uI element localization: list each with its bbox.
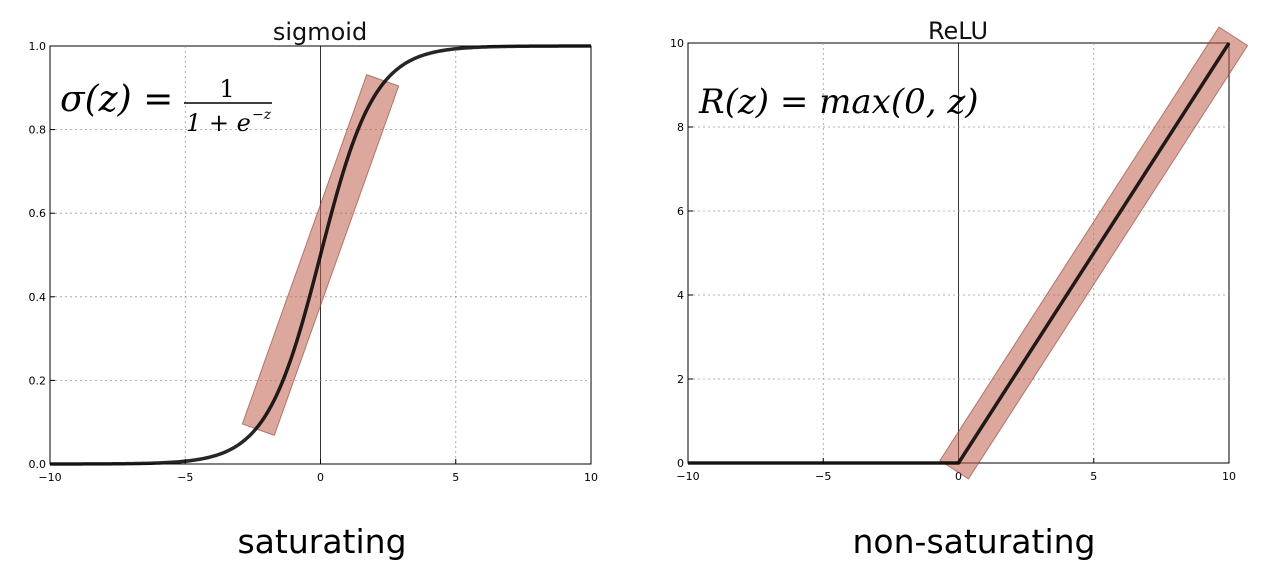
sigmoid-formula-exponent: −z: [252, 107, 272, 123]
relu-x-tick-label: 0: [955, 470, 962, 483]
sigmoid-caption: saturating: [237, 522, 406, 561]
relu-y-tick-label: 0: [677, 457, 684, 470]
relu-y-tick-label: 10: [670, 37, 684, 50]
relu-series: [688, 42, 1231, 465]
sigmoid-x-tick-label: 10: [584, 471, 598, 484]
relu-ticks: −10 −5 0 5 10 0 2 4 6 8 10: [670, 37, 1236, 483]
sigmoid-y-tick-label: 0.8: [29, 124, 47, 137]
sigmoid-x-tick-label: −10: [38, 471, 61, 484]
relu-curve: [688, 42, 1231, 465]
sigmoid-x-tick-label: −5: [177, 471, 193, 484]
relu-title: ReLU: [928, 17, 988, 45]
relu-x-tick-label: −10: [676, 470, 699, 483]
relu-panel: ReLU −10 −5 0 5 10 0 2 4 6 8 10 R(z) = max(0, z) n…: [670, 17, 1249, 561]
sigmoid-formula: σ(z) = 1 1 + e −z: [60, 75, 272, 137]
sigmoid-formula-lhs: σ(z) =: [60, 79, 173, 120]
sigmoid-formula-denominator: 1 + e: [186, 109, 251, 137]
sigmoid-y-tick-label: 1.0: [29, 40, 47, 53]
sigmoid-y-tick-label: 0.6: [29, 207, 47, 220]
sigmoid-y-tick-label: 0.2: [29, 374, 47, 387]
sigmoid-title: sigmoid: [273, 18, 367, 46]
sigmoid-x-tick-label: 5: [452, 471, 459, 484]
relu-formula: R(z) = max(0, z): [698, 82, 979, 122]
sigmoid-series: [50, 44, 591, 466]
relu-x-tick-label: 5: [1090, 470, 1097, 483]
relu-y-tick-label: 8: [677, 121, 684, 134]
sigmoid-grid: [50, 46, 591, 464]
relu-y-tick-label: 6: [677, 205, 684, 218]
sigmoid-y-tick-label: 0.4: [29, 291, 47, 304]
sigmoid-formula-numerator: 1: [219, 75, 234, 103]
relu-y-tick-label: 2: [677, 373, 684, 386]
relu-caption: non-saturating: [853, 522, 1096, 561]
relu-y-tick-label: 4: [677, 289, 684, 302]
sigmoid-x-tick-label: 0: [317, 471, 324, 484]
relu-x-tick-label: 10: [1222, 470, 1236, 483]
sigmoid-y-tick-label: 0.0: [29, 458, 47, 471]
sigmoid-panel: sigmoid −10 −5 0 5 10 0.0 0.2 0.4 0.6 0.8 1.0 σ(z)…: [29, 18, 599, 561]
sigmoid-curve: [50, 44, 591, 466]
relu-x-tick-label: −5: [815, 470, 831, 483]
